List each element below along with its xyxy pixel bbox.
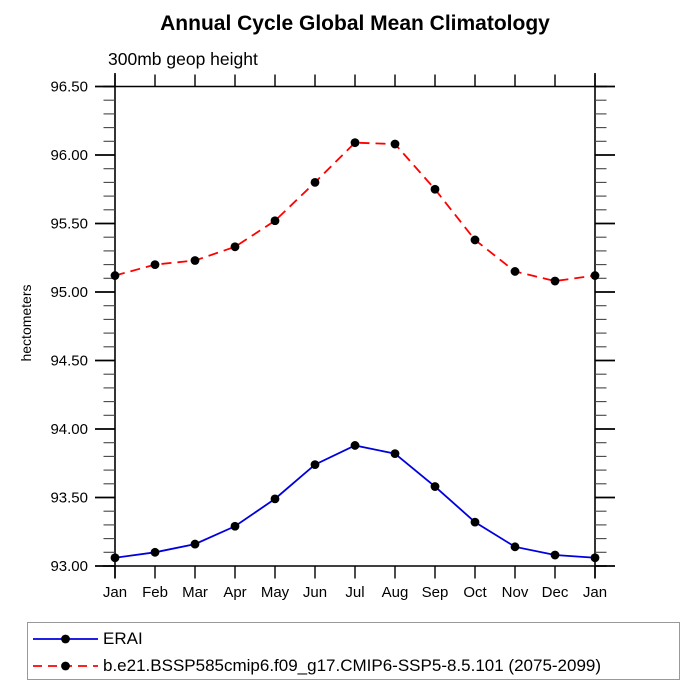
data-point [270, 494, 280, 504]
x-tick-label: Jul [345, 584, 364, 601]
data-point [310, 178, 320, 187]
x-tick-label: Oct [463, 584, 487, 601]
data-point [230, 521, 240, 531]
x-tick-label: May [261, 584, 290, 601]
legend-label: b.e21.BSSP585cmip6.f09_g17.CMIP6-SSP5-8.… [103, 655, 602, 675]
chart-title: Annual Cycle Global Mean Climatology [160, 12, 550, 35]
data-point [510, 267, 520, 276]
legend-row: b.e21.BSSP585cmip6.f09_g17.CMIP6-SSP5-8.… [28, 652, 679, 679]
y-tick-label: 96.50 [50, 79, 88, 96]
x-tick-label: Nov [502, 584, 529, 601]
x-tick-label: Jan [583, 584, 607, 601]
legend-line-sample [33, 634, 98, 643]
data-point [470, 235, 480, 245]
data-point [430, 482, 440, 491]
legend-label: ERAI [103, 628, 143, 648]
x-tick-label: Aug [382, 584, 409, 601]
x-tick-label: Sep [422, 584, 449, 601]
data-point [590, 271, 600, 280]
data-point [110, 553, 120, 563]
series-line-b.e21.BSSP [114, 141, 596, 282]
legend-box: ERAI b.e21.BSSP585cmip6.f09_g17.CMIP6-SSP… [27, 622, 680, 680]
y-tick-label: 95.00 [50, 284, 88, 301]
y-tick-label: 94.50 [50, 353, 88, 370]
data-point [270, 216, 280, 226]
data-point [390, 449, 400, 459]
data-point [190, 256, 200, 265]
x-tick-label: Dec [542, 584, 569, 601]
y-tick-label: 95.50 [50, 216, 88, 233]
y-tick-label: 93.50 [50, 490, 88, 507]
data-point [230, 242, 240, 252]
x-tick-label: Jan [103, 584, 127, 601]
y-tick-label: 96.00 [50, 147, 88, 164]
data-point [190, 539, 200, 549]
data-point [310, 460, 320, 470]
data-point [510, 542, 520, 552]
data-point [350, 441, 360, 450]
x-tick-label: Apr [223, 584, 246, 601]
data-point [150, 547, 160, 557]
data-point [590, 553, 600, 563]
data-point [550, 550, 560, 560]
x-tick-label: Jun [303, 584, 327, 601]
x-tick-label: Feb [142, 584, 168, 601]
chart-subtitle: 300mb geop height [108, 49, 258, 69]
data-point [470, 517, 480, 527]
data-point [550, 276, 560, 286]
x-tick-label: Mar [182, 584, 208, 601]
legend-line-sample [33, 661, 98, 670]
data-point [110, 271, 120, 280]
data-point [150, 260, 160, 269]
legend-row: ERAI [28, 625, 679, 652]
data-point [390, 139, 400, 149]
series-line-ERAI [114, 444, 596, 559]
y-tick-label: 93.00 [50, 558, 88, 575]
y-tick-label: 94.00 [50, 421, 88, 438]
data-point [430, 184, 440, 194]
data-point [350, 138, 360, 148]
